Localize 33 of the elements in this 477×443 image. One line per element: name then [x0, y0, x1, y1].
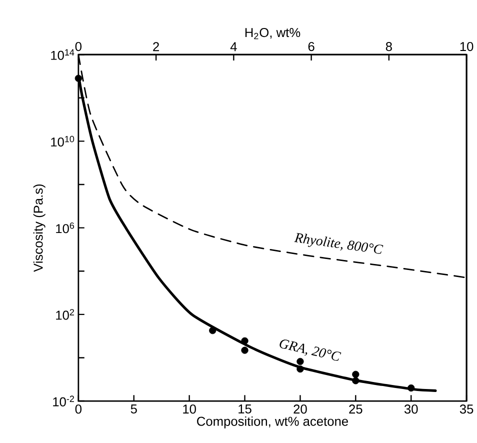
x-tick-label: 0: [75, 404, 82, 414]
x-tick-label: 10: [183, 404, 196, 414]
y-axis-title: Viscosity (Pa.s): [33, 184, 46, 272]
x2-tick-label: 4: [230, 42, 237, 52]
point: [241, 346, 248, 354]
x2-tick-label: 8: [386, 42, 392, 52]
point: [209, 327, 216, 334]
x2-tick-label: 10: [460, 42, 474, 52]
x-tick-label: 35: [460, 404, 474, 414]
x-tick-label: 15: [238, 404, 252, 414]
x-tick-label: 5: [130, 404, 137, 414]
y-tick-label: 10$^{-2}$: [53, 396, 74, 407]
point: [241, 337, 248, 345]
x-tick-label: 25: [349, 404, 362, 414]
x2-tick-label: 6: [308, 42, 314, 52]
text: Rhyolite, 800°C: [294, 233, 384, 254]
x-axis-title: Composition, wt% acetone: [197, 416, 348, 429]
y-tick-label: 10$^{2}$: [56, 309, 74, 320]
point: [352, 377, 360, 384]
y-tick-label: 10$^{6}$: [56, 222, 74, 234]
x2-tick-label: 2: [153, 42, 159, 52]
y-tick-label: 10$^{10}$: [51, 136, 74, 147]
point: [296, 366, 304, 373]
x-tick-label: 30: [404, 404, 418, 414]
y-tick-label: 10$^{14}$: [51, 49, 74, 60]
x2-axis-title: H$_{2}$O, wt%: [245, 28, 300, 40]
point: [296, 358, 304, 366]
text: GRA, 20°C: [280, 340, 342, 361]
x-tick-label: 20: [294, 404, 307, 414]
point: [352, 370, 360, 378]
point: [408, 384, 415, 392]
point: [74, 74, 82, 82]
x2-tick-label: 0: [75, 42, 82, 52]
